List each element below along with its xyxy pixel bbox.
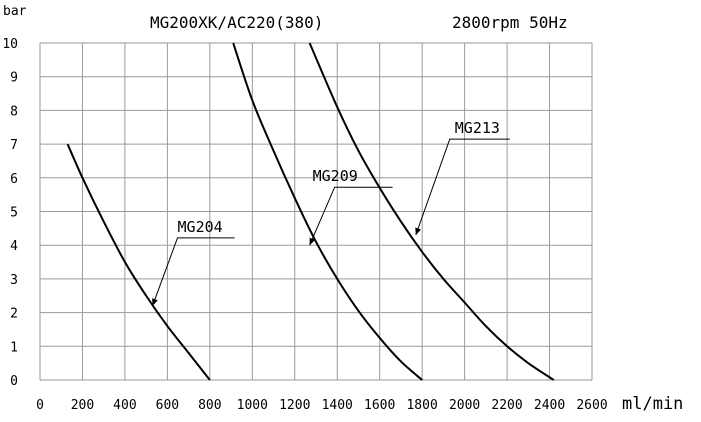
series-arrow-mg209 [309, 237, 316, 246]
x-tick-label: 1000 [237, 398, 268, 413]
series-line-mg209 [232, 42, 423, 381]
grid [39, 42, 593, 381]
y-tick-label: 8 [10, 104, 18, 119]
series-line-mg213 [308, 42, 555, 381]
chart-title: MG200XK/AC220(380) [150, 13, 323, 32]
x-tick-label: 600 [156, 398, 179, 413]
y-tick-label: 6 [10, 172, 18, 187]
y-axis-label: bar [3, 4, 27, 19]
series-lines: MG204 MG209 MG213 [66, 42, 555, 381]
x-tick-label: 1400 [322, 398, 353, 413]
x-tick-label: 1200 [279, 398, 310, 413]
series-line-mg204 [66, 143, 211, 381]
x-tick-label: 2200 [491, 398, 522, 413]
y-tick-label: 7 [10, 138, 18, 153]
series-arrow-mg204 [152, 298, 158, 306]
x-tick-label: 1600 [364, 398, 395, 413]
series-arrow-mg213 [415, 227, 421, 236]
series-leader-mg204 [152, 237, 235, 307]
y-tick-label: 5 [10, 206, 18, 221]
y-tick-label: 3 [10, 273, 18, 288]
x-tick-label: 200 [71, 398, 94, 413]
tick-labels: 0 200 400 600 800 1000 1200 1400 1600 1800 2000 220… [2, 37, 607, 413]
y-tick-label: 0 [10, 374, 18, 389]
x-tick-label: 800 [198, 398, 221, 413]
x-tick-label: 2000 [449, 398, 480, 413]
x-axis-label: ml/min [622, 394, 683, 414]
y-tick-label: 4 [10, 239, 18, 254]
y-tick-label: 1 [10, 340, 18, 355]
series-label-mg213: MG213 [455, 119, 500, 137]
series-label-mg204: MG204 [178, 218, 223, 236]
x-tick-label: 2400 [534, 398, 565, 413]
x-tick-label: 1800 [406, 398, 437, 413]
series-leader-mg213 [415, 138, 510, 236]
y-tick-label: 10 [2, 37, 18, 52]
chart-subtitle: 2800rpm 50Hz [452, 13, 568, 32]
series-leader-mg209 [309, 186, 393, 246]
y-tick-label: 2 [10, 307, 18, 322]
y-tick-label: 9 [10, 71, 18, 86]
x-tick-label: 2600 [576, 398, 607, 413]
x-tick-label: 400 [113, 398, 136, 413]
x-tick-label: 0 [36, 398, 44, 413]
series-label-mg209: MG209 [313, 167, 358, 185]
